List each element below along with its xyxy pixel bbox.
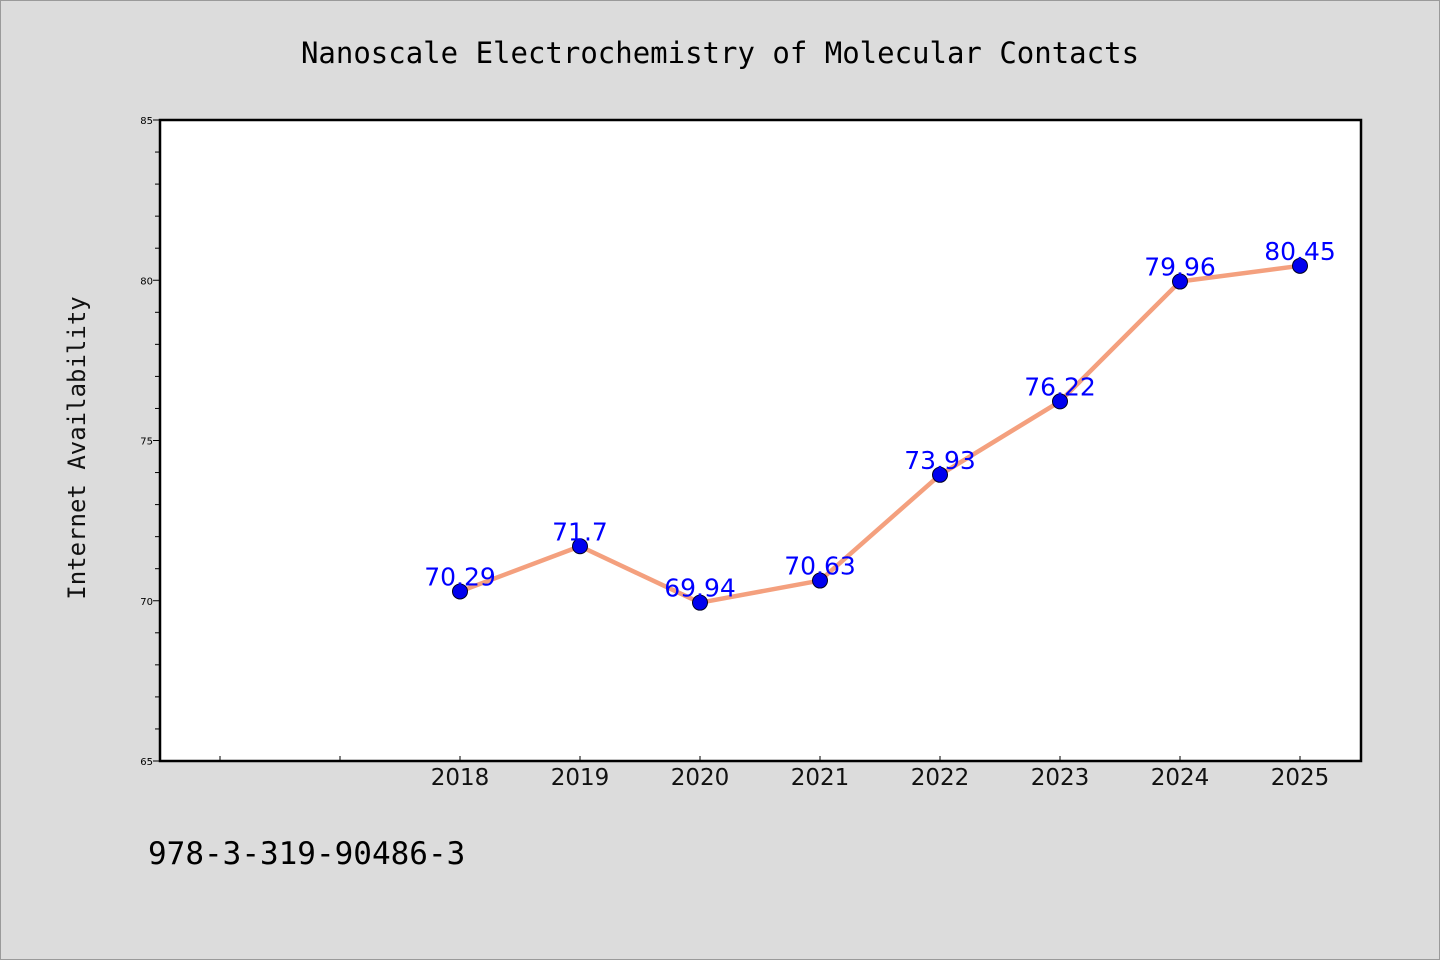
x-tick-label: 2022 — [911, 765, 970, 791]
series-line — [457, 263, 1303, 605]
data-point — [692, 594, 708, 611]
x-tick-label: 2021 — [791, 765, 850, 791]
x-tick-label: 2019 — [551, 765, 610, 791]
y-axis-ticks: 65 70 75 80 85 — [140, 116, 160, 768]
isbn-label: 978-3-319-90486-3 — [148, 836, 465, 872]
y-axis-label: Internet Availability — [63, 296, 91, 599]
data-labels: 70.29 71.7 69.94 70.63 73.93 76.22 79.96 80.45 — [424, 237, 1336, 603]
data-point — [1172, 273, 1188, 290]
data-label: 79.96 — [1144, 253, 1216, 282]
x-tick-label: 2018 — [431, 765, 490, 791]
data-point — [572, 538, 588, 555]
data-markers — [452, 257, 1308, 611]
data-point — [812, 572, 828, 589]
data-point — [452, 583, 468, 600]
data-label: 80.45 — [1264, 237, 1336, 266]
y-tick-label: 70 — [140, 597, 153, 608]
data-label: 73.93 — [904, 446, 976, 475]
x-tick-label: 2025 — [1271, 765, 1330, 791]
data-label: 76.22 — [1024, 372, 1096, 401]
plot-border — [158, 118, 1363, 763]
x-tick-label: 2023 — [1031, 765, 1090, 791]
x-axis-ticks: 2018 2019 2020 2021 2022 2023 2024 2025 — [219, 756, 1330, 791]
data-point — [1292, 257, 1308, 274]
chart-title: Nanoscale Electrochemistry of Molecular … — [301, 36, 1139, 70]
y-tick-label: 75 — [140, 437, 153, 448]
y-tick-label: 85 — [140, 116, 153, 127]
data-label: 71.7 — [552, 517, 608, 546]
data-label: 69.94 — [664, 574, 736, 603]
data-label: 70.29 — [424, 562, 496, 591]
data-label: 70.63 — [784, 552, 856, 581]
x-tick-label: 2020 — [671, 765, 730, 791]
y-tick-label: 65 — [140, 757, 153, 768]
plot-area — [160, 120, 1361, 761]
x-tick-label: 2024 — [1151, 765, 1210, 791]
y-tick-label: 80 — [140, 276, 153, 287]
data-point — [1052, 393, 1068, 410]
data-point — [932, 466, 948, 483]
